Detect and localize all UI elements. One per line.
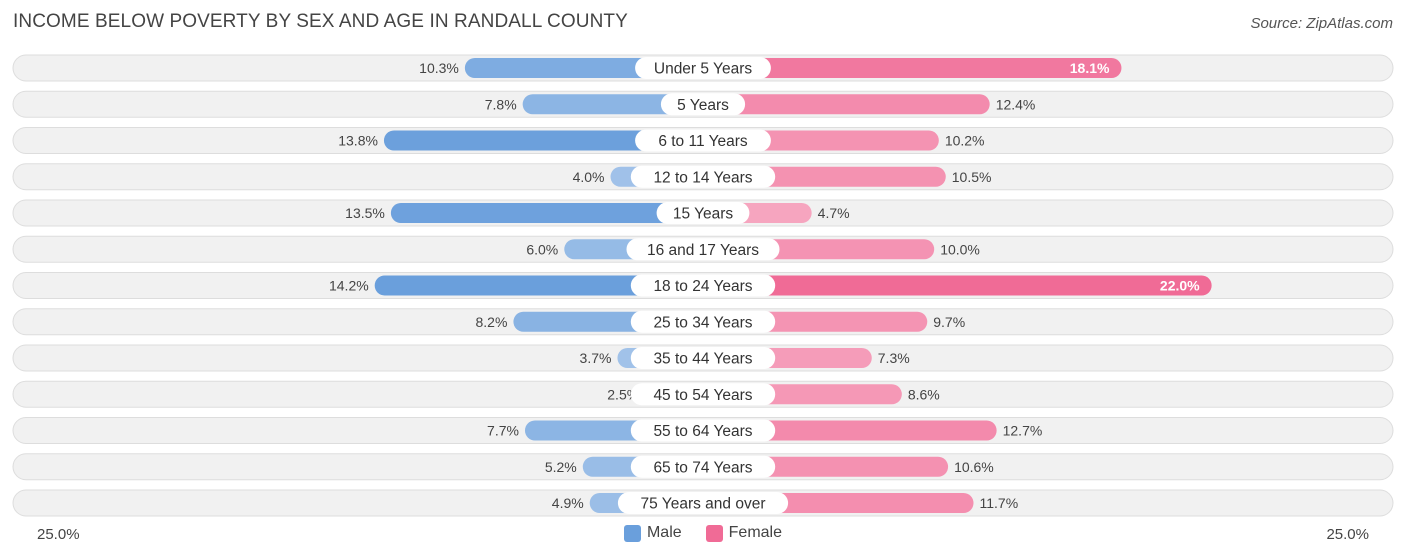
value-label-female: 10.5%: [952, 169, 992, 185]
value-label-female: 10.0%: [940, 241, 980, 257]
category-pill: [630, 419, 776, 442]
value-label-female: 12.4%: [996, 96, 1036, 112]
category-label: Under 5 Years: [654, 61, 752, 78]
value-label-male: 13.8%: [338, 133, 378, 149]
category-label: 45 to 54 Years: [653, 387, 752, 404]
legend-label-male: Male: [646, 524, 682, 541]
bar-male: [383, 130, 703, 151]
category-label: 35 to 44 Years: [653, 351, 752, 368]
value-label-female: 9.7%: [933, 314, 965, 330]
diverging-bar-chart: 10.3% 18.1% Under 5 Years 7.8% 12.4% 5 Years 1…: [12, 54, 1394, 517]
value-label-female: 7.3%: [878, 350, 910, 366]
legend-swatch-male: [623, 524, 641, 542]
value-label-female: 11.7%: [980, 495, 1019, 511]
category-pill: [630, 347, 776, 369]
bar-female: [703, 275, 1212, 296]
axis-label-right: 25.0%: [1326, 526, 1369, 543]
legend-item-female: Female: [705, 524, 783, 542]
category-pill: [630, 274, 776, 297]
legend-swatch-female: [705, 524, 723, 542]
value-label-male: 2.5%: [607, 386, 639, 402]
value-label-male: 14.2%: [329, 278, 369, 294]
category-pill: [635, 129, 771, 152]
value-label-male: 3.7%: [580, 350, 612, 366]
category-label: 55 to 64 Years: [653, 423, 752, 440]
value-label-male: 7.7%: [487, 423, 519, 439]
category-label: 15 Years: [673, 206, 734, 223]
category-pill: [630, 165, 776, 188]
legend: Male Female: [0, 524, 1406, 542]
category-label: 12 to 14 Years: [653, 169, 752, 186]
legend-item-male: Male: [623, 524, 682, 542]
category-pill: [660, 93, 746, 116]
category-label: 65 to 74 Years: [653, 459, 752, 476]
category-label: 16 and 17 Years: [647, 242, 759, 259]
value-label-female: 18.1%: [1070, 60, 1110, 76]
category-pill: [635, 57, 771, 79]
value-label-female: 8.6%: [908, 386, 940, 402]
category-pill: [630, 383, 776, 406]
bar-female: [703, 58, 1122, 78]
bar-male: [390, 203, 703, 223]
category-pill: [656, 202, 750, 224]
source-label: Source: ZipAtlas.com: [1250, 15, 1393, 32]
value-label-female: 10.6%: [954, 459, 994, 475]
legend-label-female: Female: [728, 524, 783, 541]
value-label-male: 5.2%: [545, 459, 577, 475]
value-label-female: 10.2%: [945, 133, 985, 149]
value-label-female: 22.0%: [1160, 278, 1200, 294]
category-label: 75 Years and over: [641, 496, 766, 513]
chart-title: INCOME BELOW POVERTY BY SEX AND AGE IN R…: [13, 11, 628, 32]
category-pill: [617, 492, 789, 514]
value-label-female: 12.7%: [1003, 423, 1043, 439]
value-label-female: 4.7%: [818, 205, 850, 221]
category-label: 25 to 34 Years: [653, 314, 752, 331]
bar-male: [522, 94, 703, 115]
value-label-male: 7.8%: [485, 96, 517, 112]
value-label-male: 4.9%: [552, 495, 584, 511]
value-label-male: 10.3%: [419, 60, 459, 76]
category-pill: [630, 310, 776, 333]
value-label-male: 8.2%: [475, 314, 507, 330]
category-pill: [630, 455, 776, 478]
bar-female: [703, 94, 990, 115]
value-label-male: 6.0%: [526, 241, 558, 257]
category-label: 6 to 11 Years: [658, 133, 748, 150]
bar-female: [703, 420, 997, 441]
category-pill: [626, 238, 780, 261]
axis-label-left: 25.0%: [37, 526, 80, 543]
bar-male: [374, 275, 703, 296]
category-label: 18 to 24 Years: [653, 278, 752, 295]
value-label-male: 4.0%: [573, 169, 605, 185]
value-label-male: 13.5%: [345, 205, 385, 221]
category-label: 5 Years: [677, 97, 729, 114]
